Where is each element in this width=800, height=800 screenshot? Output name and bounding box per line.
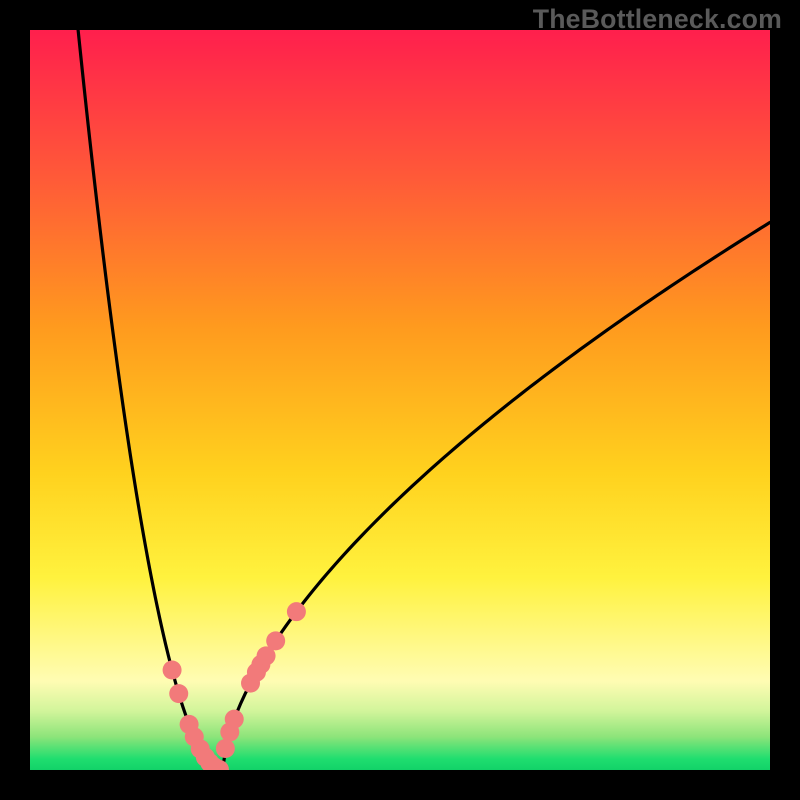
bottleneck-chart [30, 30, 770, 770]
gradient-background [30, 30, 770, 770]
plot-area [30, 30, 770, 770]
data-marker [287, 602, 306, 621]
data-marker [225, 710, 244, 729]
data-marker [216, 739, 235, 758]
data-marker [266, 631, 285, 650]
data-marker [169, 684, 188, 703]
data-marker [163, 661, 182, 680]
